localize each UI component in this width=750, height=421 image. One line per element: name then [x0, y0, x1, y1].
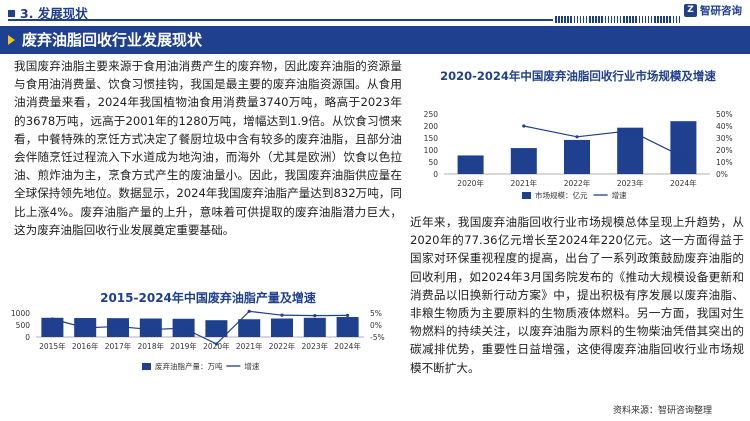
y-right-tick-label: 5%	[370, 309, 382, 318]
bar	[457, 155, 484, 174]
x-tick-label: 2023年	[617, 178, 644, 188]
y-left-tick-label: 100	[424, 146, 439, 155]
y-left-tick-label: 150	[424, 134, 439, 143]
source-note: 资料来源：智研咨询整理	[613, 406, 713, 416]
x-tick-label: 2017年	[105, 341, 132, 351]
growth-point	[83, 326, 87, 330]
y-right-tick-label: -5%	[370, 333, 385, 342]
y-left-tick-label: 50	[428, 158, 438, 167]
header-stripes	[555, 15, 682, 23]
brand-mark-icon: Z	[684, 4, 697, 17]
section-label: 3. 发展现状	[8, 3, 88, 22]
x-tick-label: 2023年	[302, 341, 329, 351]
market-paragraph: 近年来，我国废弃油脂回收行业市场规模总体呈现上升趋势，从2020年的77.36亿…	[410, 215, 744, 375]
y-right-tick-label: 50%	[716, 110, 733, 119]
bar	[205, 320, 228, 337]
growth-point	[149, 327, 153, 332]
growth-point	[50, 317, 55, 321]
y-left-tick-label: 500	[16, 321, 31, 330]
bar	[41, 317, 64, 337]
market-chart-title: 2020-2024年中国废弃油脂回收行业市场规模及增速	[440, 69, 716, 83]
y-left-tick-label: 0	[25, 333, 30, 342]
y-right-tick-label: 0%	[370, 321, 382, 330]
y-right-tick-label: 30%	[716, 134, 733, 143]
x-tick-label: 2015年	[39, 341, 66, 351]
bar	[564, 139, 590, 174]
production-chart-title: 2015-2024年中国废弃油脂产量及增速	[100, 291, 316, 305]
production-chart: 0 500 1000 -5% 0% 5% 2015年 2016年 2017年 2018年 2019年…	[11, 309, 385, 371]
growth-point	[182, 326, 186, 330]
brand-logo: Z 智研咨询	[684, 3, 742, 18]
growth-line	[52, 310, 348, 345]
growth-point	[522, 124, 526, 128]
growth-point	[280, 313, 284, 317]
y-left-tick-label: 0	[433, 170, 438, 179]
x-tick-label: 2020年	[457, 178, 484, 188]
x-tick-label: 2024年	[334, 341, 361, 351]
legend-line-label: 增速	[244, 361, 259, 371]
legend-bar-swatch	[522, 192, 531, 199]
banner-triangle-icon	[8, 35, 15, 45]
bar	[139, 318, 162, 337]
x-tick-label: 2016年	[72, 341, 99, 351]
legend-line-label: 增速	[612, 190, 627, 200]
growth-line	[523, 125, 684, 158]
y-right-tick-label: 20%	[716, 146, 733, 155]
growth-point	[247, 309, 251, 313]
x-tick-label: 2022年	[564, 178, 591, 188]
y-left-tick-label: 1000	[11, 309, 30, 318]
bar	[617, 127, 644, 174]
x-tick-label: 2022年	[269, 341, 296, 351]
growth-point	[575, 135, 579, 139]
y-right-tick-label: 10%	[716, 158, 733, 167]
legend-bar-label: 废弃油脂产量：万吨	[155, 361, 223, 371]
bar	[336, 317, 359, 337]
bar	[670, 121, 697, 174]
growth-point	[346, 313, 350, 317]
x-tick-label: 2021年	[236, 341, 263, 351]
y-right-tick-label: 40%	[716, 122, 733, 131]
legend-bar-swatch	[142, 363, 151, 370]
y-right-tick-label: 0%	[716, 170, 728, 179]
title-banner	[0, 26, 750, 54]
market-size-chart: 0 50 100 150 200 250 0% 10% 20% 30% 40% 50% 2020年 202…	[424, 110, 733, 200]
page-title: 废弃油脂回收行业发展现状	[22, 31, 203, 49]
growth-point	[116, 324, 120, 329]
brand-name: 智研咨询	[700, 5, 742, 17]
bar	[271, 318, 293, 337]
x-tick-label: 2019年	[170, 341, 197, 351]
growth-point	[214, 342, 218, 346]
x-tick-label: 2018年	[138, 341, 165, 351]
intro-paragraph: 我国废弃油脂主要来源于食用油消费产生的废弃物，因此废弃油脂的资源量与食用油消费量…	[14, 59, 402, 237]
section-square-icon	[8, 10, 15, 17]
x-tick-label: 2024年	[670, 178, 697, 188]
bar	[238, 319, 261, 337]
legend-bar-label: 市场规模：亿元	[535, 190, 588, 200]
bar	[510, 148, 537, 174]
y-left-tick-label: 250	[424, 110, 439, 119]
header-rule	[8, 19, 553, 21]
bar	[303, 317, 326, 337]
growth-point	[628, 129, 632, 133]
x-tick-label: 2020年	[203, 341, 230, 351]
growth-point	[681, 155, 685, 159]
y-left-tick-label: 200	[424, 122, 439, 131]
x-tick-label: 2021年	[511, 178, 538, 188]
growth-point	[313, 314, 317, 318]
